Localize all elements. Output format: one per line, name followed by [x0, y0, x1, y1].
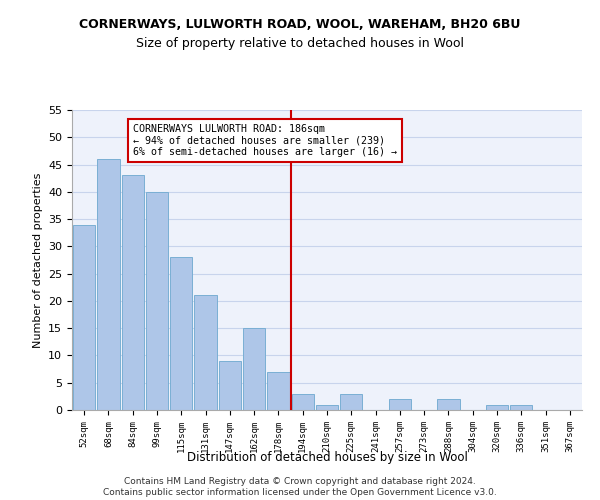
Bar: [73, 224, 95, 410]
Bar: [340, 394, 362, 410]
Bar: [316, 404, 338, 410]
Bar: [97, 159, 119, 410]
Text: CORNERWAYS, LULWORTH ROAD, WOOL, WAREHAM, BH20 6BU: CORNERWAYS, LULWORTH ROAD, WOOL, WAREHAM…: [79, 18, 521, 30]
Text: Distribution of detached houses by size in Wool: Distribution of detached houses by size …: [187, 451, 467, 464]
Bar: [486, 404, 508, 410]
Bar: [437, 399, 460, 410]
Bar: [218, 361, 241, 410]
Text: Contains HM Land Registry data © Crown copyright and database right 2024.: Contains HM Land Registry data © Crown c…: [124, 476, 476, 486]
Text: Contains public sector information licensed under the Open Government Licence v3: Contains public sector information licen…: [103, 488, 497, 497]
Bar: [243, 328, 265, 410]
Y-axis label: Number of detached properties: Number of detached properties: [32, 172, 43, 348]
Bar: [267, 372, 290, 410]
Bar: [122, 176, 144, 410]
Text: Size of property relative to detached houses in Wool: Size of property relative to detached ho…: [136, 38, 464, 51]
Bar: [170, 258, 193, 410]
Bar: [146, 192, 168, 410]
Bar: [292, 394, 314, 410]
Bar: [389, 399, 411, 410]
Text: CORNERWAYS LULWORTH ROAD: 186sqm
← 94% of detached houses are smaller (239)
6% o: CORNERWAYS LULWORTH ROAD: 186sqm ← 94% o…: [133, 124, 397, 157]
Bar: [194, 296, 217, 410]
Bar: [510, 404, 532, 410]
